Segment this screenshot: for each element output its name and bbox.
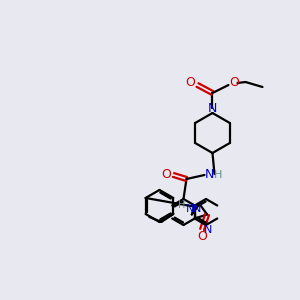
Text: N: N	[208, 101, 217, 115]
Text: H: H	[178, 200, 185, 211]
Text: O: O	[197, 230, 207, 243]
Text: N: N	[193, 204, 202, 214]
Text: O: O	[161, 167, 171, 181]
Text: N: N	[204, 225, 212, 235]
Text: N: N	[186, 205, 194, 214]
Text: H: H	[214, 170, 223, 180]
Text: O: O	[230, 76, 239, 89]
Text: N: N	[205, 169, 214, 182]
Text: O: O	[185, 76, 195, 88]
